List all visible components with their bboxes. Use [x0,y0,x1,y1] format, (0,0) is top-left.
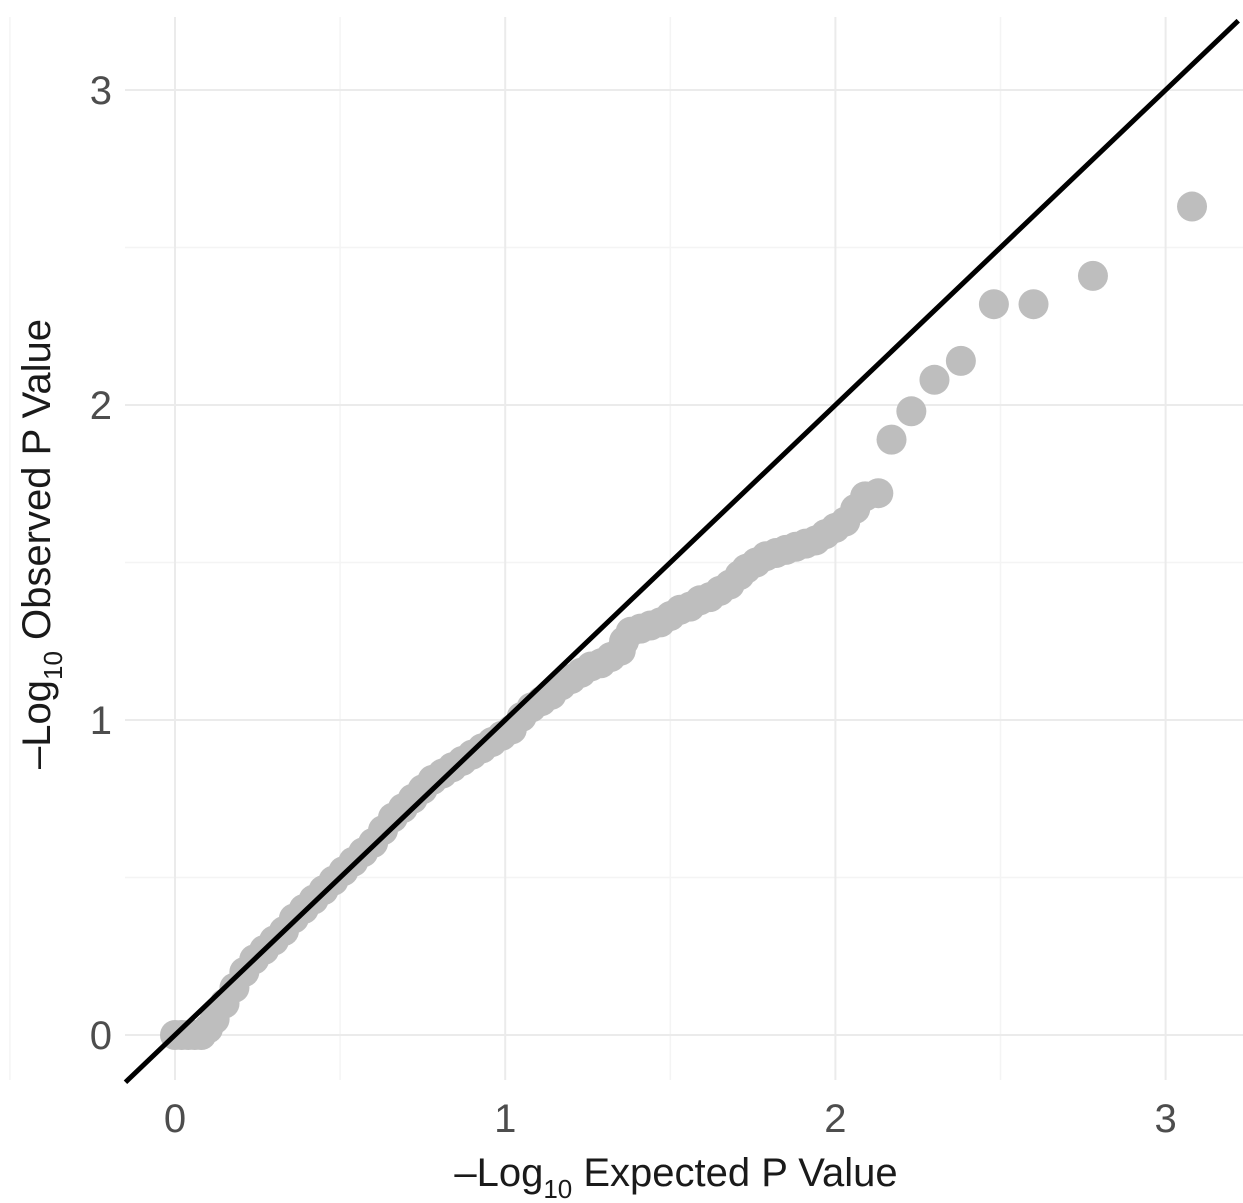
reference-line [123,18,1240,1085]
data-point [919,364,950,395]
data-point [1077,260,1108,291]
data-point [1177,191,1208,222]
data-point [945,345,976,376]
grid-lines [9,17,1243,1080]
data-points [160,191,1208,1050]
x-tick-label: 2 [824,1097,846,1141]
data-point [896,396,927,427]
x-tick-label: 1 [494,1097,516,1141]
y-axis-ticks: 0 1 2 3 [90,69,112,1058]
y-axis-title: –Log10 Observed P Value [15,319,68,769]
y-tick-label: 1 [90,699,112,743]
x-axis-ticks: 0 1 2 3 [164,1097,1177,1141]
x-axis-title: –Log10 Expected P Value [454,1151,897,1203]
data-point [876,424,907,455]
y-tick-label: 0 [90,1014,112,1058]
x-tick-label: 0 [164,1097,186,1141]
y-tick-label: 2 [90,384,112,428]
reference-line-group [123,18,1240,1085]
y-tick-label: 3 [90,69,112,113]
x-tick-label: 3 [1154,1097,1176,1141]
data-point [978,289,1009,320]
data-point [1018,289,1049,320]
